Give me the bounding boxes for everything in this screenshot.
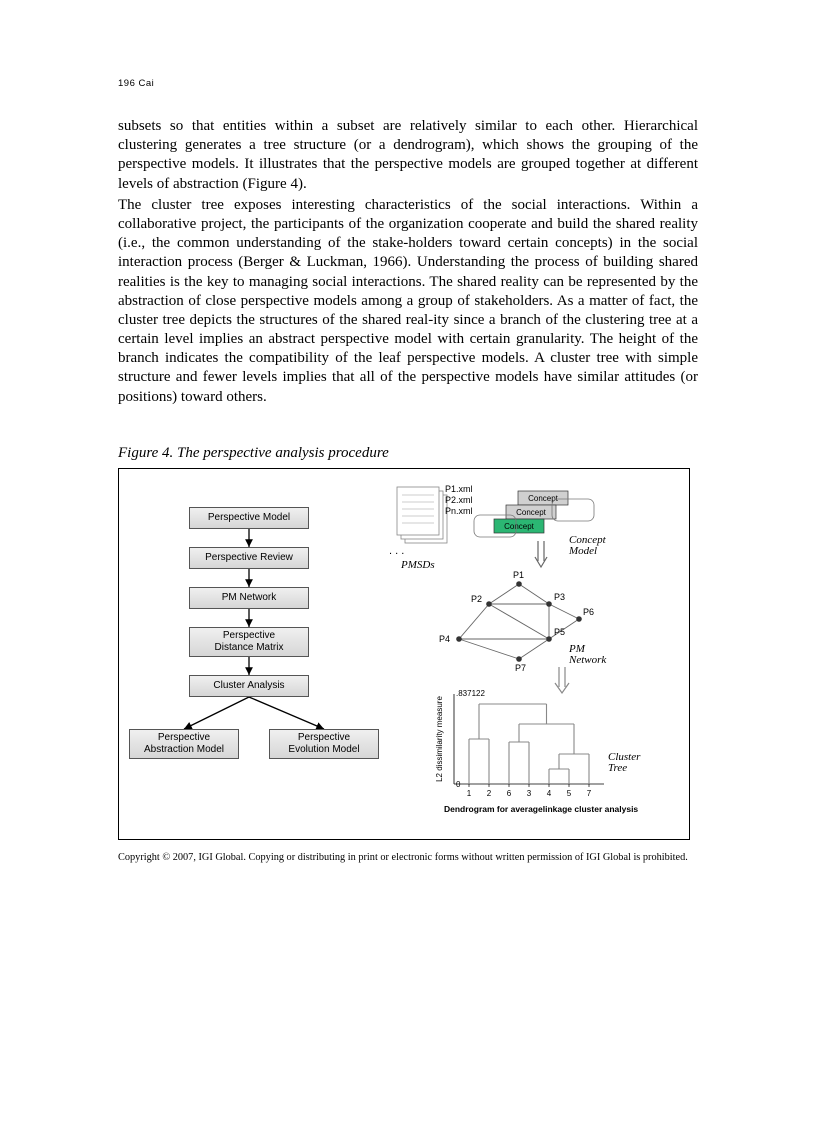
perspective-abstraction-model-box: PerspectiveAbstraction Model	[129, 729, 239, 759]
svg-text:P1: P1	[513, 570, 524, 580]
svg-text:3: 3	[527, 789, 532, 798]
running-head: 196 Cai	[118, 78, 698, 89]
pmsd-file-2: Pn.xml	[445, 506, 473, 516]
paragraph-1: subsets so that entities within a subset…	[118, 117, 698, 194]
svg-text:P7: P7	[515, 663, 526, 673]
svg-text:2: 2	[487, 789, 492, 798]
svg-text:L2 dissimilarity measure: L2 dissimilarity measure	[435, 695, 444, 781]
pm-network-box: PM Network	[189, 587, 309, 609]
svg-text:P2: P2	[471, 594, 482, 604]
pmsd-dots: . . .	[389, 545, 404, 557]
copyright-notice: Copyright © 2007, IGI Global. Copying or…	[118, 852, 698, 865]
svg-text:6: 6	[507, 789, 512, 798]
figure-4: Concept Concept Concept P1 P2 P3 P4 P5 P6 P7 L2 di…	[118, 468, 690, 840]
svg-text:4: 4	[547, 789, 552, 798]
svg-text:P6: P6	[583, 607, 594, 617]
perspective-review-box: Perspective Review	[189, 547, 309, 569]
svg-text:5: 5	[567, 789, 572, 798]
body-text: subsets so that entities within a subset…	[118, 117, 698, 407]
perspective-model-box: Perspective Model	[189, 507, 309, 529]
dend-topval: .837122	[456, 689, 485, 698]
pmsd-file-0: P1.xml	[445, 484, 473, 494]
paragraph-2: The cluster tree exposes interesting cha…	[118, 196, 698, 407]
svg-text:Concept: Concept	[528, 494, 559, 503]
perspective-distance-matrix-box: PerspectiveDistance Matrix	[189, 627, 309, 657]
svg-text:7: 7	[587, 789, 592, 798]
svg-text:1: 1	[467, 789, 472, 798]
cluster-analysis-box: Cluster Analysis	[189, 675, 309, 697]
pm-network-label: PMNetwork	[569, 644, 606, 667]
figure-caption: Figure 4. The perspective analysis proce…	[118, 445, 698, 462]
dend-caption: Dendrogram for averagelinkage cluster an…	[444, 804, 638, 814]
svg-text:P5: P5	[554, 627, 565, 637]
pmsd-file-1: P2.xml	[445, 495, 473, 505]
dend-botval: 0	[456, 780, 460, 789]
svg-text:Concept: Concept	[516, 508, 547, 517]
perspective-evolution-model-box: PerspectiveEvolution Model	[269, 729, 379, 759]
concept-model-label: ConceptModel	[569, 535, 606, 558]
pmsds-label: PMSDs	[401, 559, 435, 571]
svg-text:Concept: Concept	[504, 522, 535, 531]
svg-text:P3: P3	[554, 592, 565, 602]
svg-text:P4: P4	[439, 634, 450, 644]
cluster-tree-label: ClusterTree	[608, 752, 640, 775]
